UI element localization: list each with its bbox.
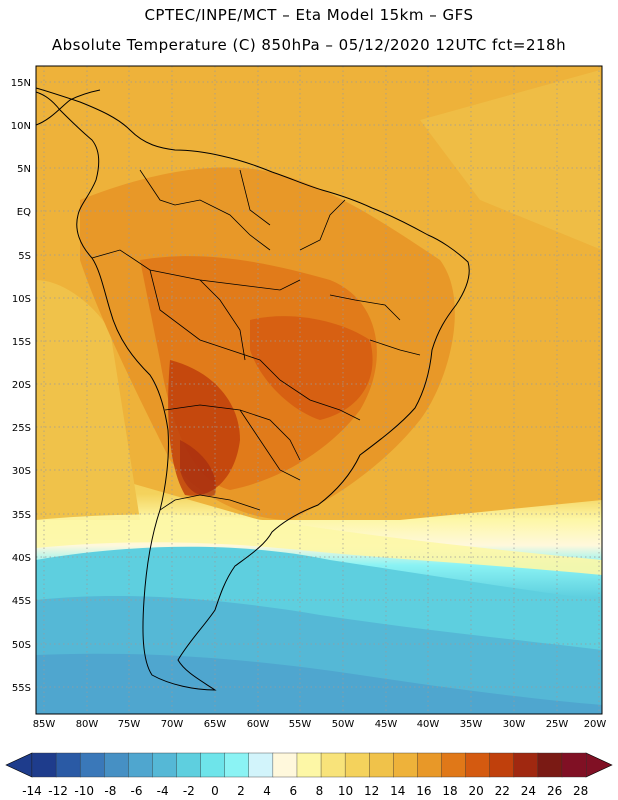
lat-label: EQ	[17, 207, 31, 218]
colorbar-label: 28	[573, 784, 588, 798]
map-subtitle: Absolute Temperature (C) 850hPa – 05/12/…	[51, 36, 567, 54]
lat-lon-grid	[36, 66, 602, 714]
lat-label: 20S	[12, 380, 31, 391]
colorbar-swatch	[465, 752, 491, 778]
lon-label: 35W	[460, 719, 483, 730]
lat-label: 40S	[12, 553, 31, 564]
colorbar-swatch	[489, 752, 515, 778]
colorbar-swatch	[104, 752, 129, 778]
colorbar-label: 8	[316, 784, 324, 798]
colorbar-label: 2	[237, 784, 245, 798]
colorbar-label: -8	[104, 784, 116, 798]
country-borders	[91, 169, 421, 511]
colorbar-label: 26	[547, 784, 562, 798]
lon-label: 55W	[289, 719, 312, 730]
lat-label: 50S	[12, 640, 31, 651]
lon-label: 80W	[76, 719, 99, 730]
colorbar-swatch	[513, 752, 539, 778]
colorbar-label: 6	[289, 784, 297, 798]
lat-label: 55S	[12, 683, 31, 694]
colorbar-label: 10	[338, 784, 353, 798]
colorbar-high-arrow	[585, 752, 613, 778]
colorbar-label: -6	[131, 784, 143, 798]
lat-label: 35S	[12, 510, 31, 521]
lon-label: 85W	[33, 719, 56, 730]
lat-label: 15N	[11, 78, 31, 89]
longitude-labels: 85W 80W 75W 70W 65W 60W 55W 50W 45W 40W …	[33, 719, 607, 730]
colorbar-label: 20	[469, 784, 484, 798]
colorbar-swatch	[272, 752, 298, 778]
colorbar-label: -10	[74, 784, 94, 798]
colorbar-label: -2	[183, 784, 195, 798]
lat-label: 45S	[12, 596, 31, 607]
colorbar-label: 12	[364, 784, 379, 798]
colorbar-swatch	[344, 752, 370, 778]
lon-label: 65W	[204, 719, 227, 730]
latitude-labels: 15N 10N 5N EQ 5S 10S 15S 20S 25S 30S 35S…	[11, 78, 31, 694]
colorbar-swatch	[369, 752, 394, 778]
colorbar-swatch	[248, 752, 274, 778]
map-frame	[35, 65, 603, 715]
lat-label: 10N	[11, 121, 31, 132]
map-title: CPTEC/INPE/MCT – Eta Model 15km – GFS	[144, 6, 474, 24]
colorbar-swatch	[393, 752, 418, 778]
colorbar-swatch	[417, 752, 442, 778]
colorbar-swatch	[128, 752, 153, 778]
colorbar-label: 24	[521, 784, 536, 798]
colorbar-swatch	[176, 752, 202, 778]
lat-label: 10S	[12, 294, 31, 305]
colorbar-swatch	[200, 752, 226, 778]
coastline	[36, 87, 470, 691]
lon-label: 75W	[118, 719, 141, 730]
lat-label: 5N	[17, 164, 31, 175]
colorbar-label: 16	[416, 784, 431, 798]
colorbar-swatch	[152, 752, 178, 778]
colorbar-swatch	[224, 752, 250, 778]
lat-label: 15S	[12, 337, 31, 348]
colorbar-label: -14	[22, 784, 42, 798]
colorbar-low-arrow	[5, 752, 33, 778]
colorbar-swatch	[441, 752, 467, 778]
colorbar-label: 4	[263, 784, 271, 798]
colorbar-label: -4	[157, 784, 169, 798]
colorbar-swatch	[561, 752, 587, 778]
lon-label: 50W	[332, 719, 355, 730]
lon-label: 40W	[417, 719, 440, 730]
colorbar-swatch	[31, 752, 57, 778]
colorbar-label: 14	[390, 784, 405, 798]
colorbar-swatch	[296, 752, 322, 778]
lon-label: 45W	[375, 719, 398, 730]
colorbar: -14 -12 -10 -8 -6 -4 -2 0 2 4 6 8 10 12 …	[5, 752, 613, 798]
lat-label: 30S	[12, 466, 31, 477]
lon-label: 25W	[546, 719, 569, 730]
colorbar-label: 0	[211, 784, 219, 798]
colorbar-swatch	[79, 752, 105, 778]
colorbar-label: -12	[48, 784, 68, 798]
lat-label: 5S	[18, 251, 31, 262]
colorbar-swatch	[537, 752, 563, 778]
colorbar-swatch	[55, 752, 81, 778]
lon-label: 30W	[503, 719, 526, 730]
lat-label: 25S	[12, 423, 31, 434]
lon-label: 20W	[584, 719, 607, 730]
lon-label: 60W	[247, 719, 270, 730]
colorbar-label: 22	[495, 784, 510, 798]
colorbar-swatch	[320, 752, 346, 778]
lon-label: 70W	[161, 719, 184, 730]
colorbar-label: 18	[442, 784, 457, 798]
temperature-field	[36, 66, 602, 714]
